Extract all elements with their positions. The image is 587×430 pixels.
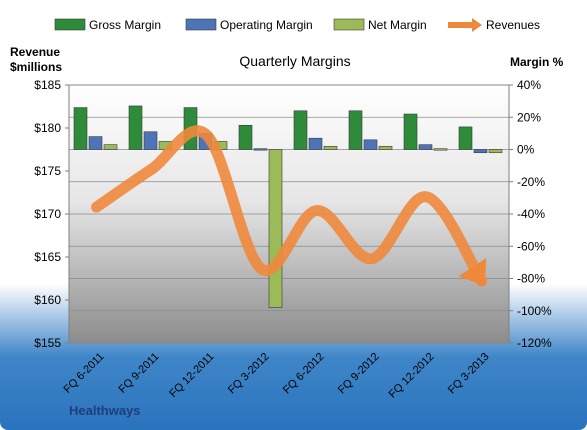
right-tick-label: -20% xyxy=(517,175,545,189)
legend-swatch xyxy=(185,18,217,31)
legend-swatch-arrow xyxy=(472,18,482,32)
left-tick-label: $165 xyxy=(34,250,61,264)
bar xyxy=(348,110,363,150)
bar xyxy=(488,149,503,154)
category-label: FQ 6-2011 xyxy=(62,351,107,396)
legend-label: Gross Margin xyxy=(89,18,161,32)
bar xyxy=(238,125,253,150)
chart-title: Quarterly Margins xyxy=(239,53,350,69)
legend-label: Net Margin xyxy=(368,18,427,32)
bar xyxy=(308,137,323,150)
left-tick-label: $155 xyxy=(34,336,61,350)
revenue-arrowhead xyxy=(458,258,487,287)
bar xyxy=(323,145,338,150)
right-tick-label: -120% xyxy=(517,336,552,350)
right-tick-label: -40% xyxy=(517,207,545,221)
right-tick-label: -60% xyxy=(517,239,545,253)
category-label: FQ 3-2013 xyxy=(446,351,492,397)
right-tick-label: -80% xyxy=(517,272,545,286)
category-label: FQ 9-2011 xyxy=(117,351,162,396)
left-tick-label: $175 xyxy=(34,164,61,178)
right-tick-label: -100% xyxy=(517,304,552,318)
bar xyxy=(378,145,393,150)
bar xyxy=(458,126,473,150)
bar xyxy=(253,148,268,151)
legend-label: Operating Margin xyxy=(220,18,313,32)
bar xyxy=(418,144,433,150)
bar xyxy=(473,149,488,154)
bar xyxy=(268,149,283,308)
bar xyxy=(143,131,158,150)
bar xyxy=(128,105,143,150)
category-label: FQ 12-2012 xyxy=(387,351,437,401)
left-tick-label: $160 xyxy=(34,293,61,307)
bar xyxy=(433,148,448,151)
legend-swatch xyxy=(54,18,86,31)
right-tick-label: 0% xyxy=(517,143,535,157)
right-tick-label: 20% xyxy=(517,110,541,124)
bar xyxy=(293,110,308,150)
bar xyxy=(103,144,118,150)
left-axis-title-units: $millions xyxy=(10,60,62,74)
left-tick-label: $170 xyxy=(34,207,61,221)
category-label: FQ 3-2012 xyxy=(226,351,272,397)
right-tick-label: 40% xyxy=(517,78,541,92)
bar xyxy=(73,107,88,150)
category-label: FQ 6-2012 xyxy=(281,351,327,397)
bar xyxy=(403,113,418,150)
company-name: Healthways xyxy=(69,403,141,418)
bar xyxy=(88,136,103,150)
left-axis-title: Revenue xyxy=(10,45,60,59)
revenue-line xyxy=(91,125,487,287)
category-label: FQ 9-2012 xyxy=(336,351,382,397)
left-tick-label: $185 xyxy=(34,78,61,92)
legend-label: Revenues xyxy=(486,18,540,32)
legend-swatch xyxy=(333,18,365,31)
bar xyxy=(363,139,378,150)
left-tick-label: $180 xyxy=(34,121,61,135)
category-label: FQ 12-2011 xyxy=(167,351,216,400)
right-axis-title: Margin % xyxy=(510,55,564,69)
